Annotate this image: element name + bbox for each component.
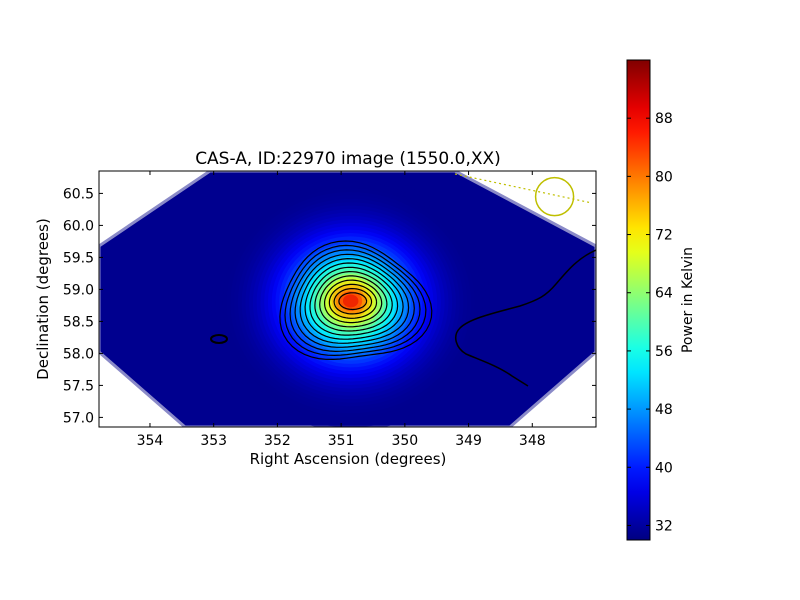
contour-line — [333, 288, 373, 315]
side-lobe-contour — [455, 249, 596, 387]
contour-line — [338, 292, 368, 311]
x-axis-label: Right Ascension (degrees) — [250, 450, 447, 468]
x-tick-label: 354 — [137, 433, 164, 449]
y-axis-label: Declination (degrees) — [34, 218, 52, 380]
contour-line — [279, 240, 433, 361]
colorbar-ticks: 32 40 48 56 64 72 80 88 — [627, 111, 673, 534]
y-tick-label: 59.0 — [63, 282, 94, 298]
x-tick-label: 351 — [328, 433, 355, 449]
colorbar — [626, 59, 651, 541]
contour-line — [289, 249, 421, 353]
y-tick-label: 58.5 — [63, 314, 94, 330]
contour-line — [319, 275, 388, 328]
contour-line — [314, 270, 393, 332]
colorbar-tick-label: 80 — [655, 169, 673, 185]
colorbar-tick-label: 32 — [655, 518, 673, 534]
contour-line — [324, 279, 383, 324]
y-tick-label: 58.0 — [63, 346, 94, 362]
y-tick-label: 60.5 — [63, 186, 94, 202]
y-tick-label: 60.0 — [63, 218, 94, 234]
x-tick-label: 352 — [264, 433, 291, 449]
y-axis-ticks: 57.0 57.5 58.0 58.5 59.0 59.5 60.0 60.5 — [63, 186, 596, 426]
colorbar-tick-label: 72 — [655, 228, 673, 244]
contour-line — [299, 257, 410, 344]
contour-line — [284, 244, 427, 357]
beam-pointer-line — [454, 173, 593, 204]
contour-line — [328, 283, 378, 319]
chart-title: CAS-A, ID:22970 image (1550.0,XX) — [195, 149, 501, 169]
contour-lines — [279, 240, 433, 361]
contour-line — [309, 266, 399, 336]
x-tick-label: 349 — [455, 433, 482, 449]
x-tick-label: 348 — [519, 433, 546, 449]
y-tick-label: 57.0 — [63, 410, 94, 426]
y-tick-label: 59.5 — [63, 250, 94, 266]
x-tick-label: 350 — [391, 433, 418, 449]
colorbar-tick-label: 48 — [655, 402, 673, 418]
colorbar-tick-label: 64 — [655, 286, 673, 302]
plot-frame — [98, 170, 597, 428]
y-tick-label: 57.5 — [63, 378, 94, 394]
x-axis-ticks: 354 353 352 351 350 349 348 — [137, 171, 546, 449]
colorbar-label: Power in Kelvin — [680, 247, 696, 353]
minor-source-contour — [210, 334, 228, 344]
colorbar-tick-label: 88 — [655, 111, 673, 127]
colorbar-tick-label: 56 — [655, 344, 673, 360]
plot-area — [99, 171, 596, 427]
contour-line — [294, 253, 415, 348]
contour-line — [304, 262, 404, 340]
source-emission — [211, 174, 490, 427]
emission-layer — [342, 294, 359, 308]
colorbar-tick-label: 40 — [655, 460, 673, 476]
x-tick-label: 353 — [200, 433, 227, 449]
beam-circle-marker — [534, 176, 575, 217]
